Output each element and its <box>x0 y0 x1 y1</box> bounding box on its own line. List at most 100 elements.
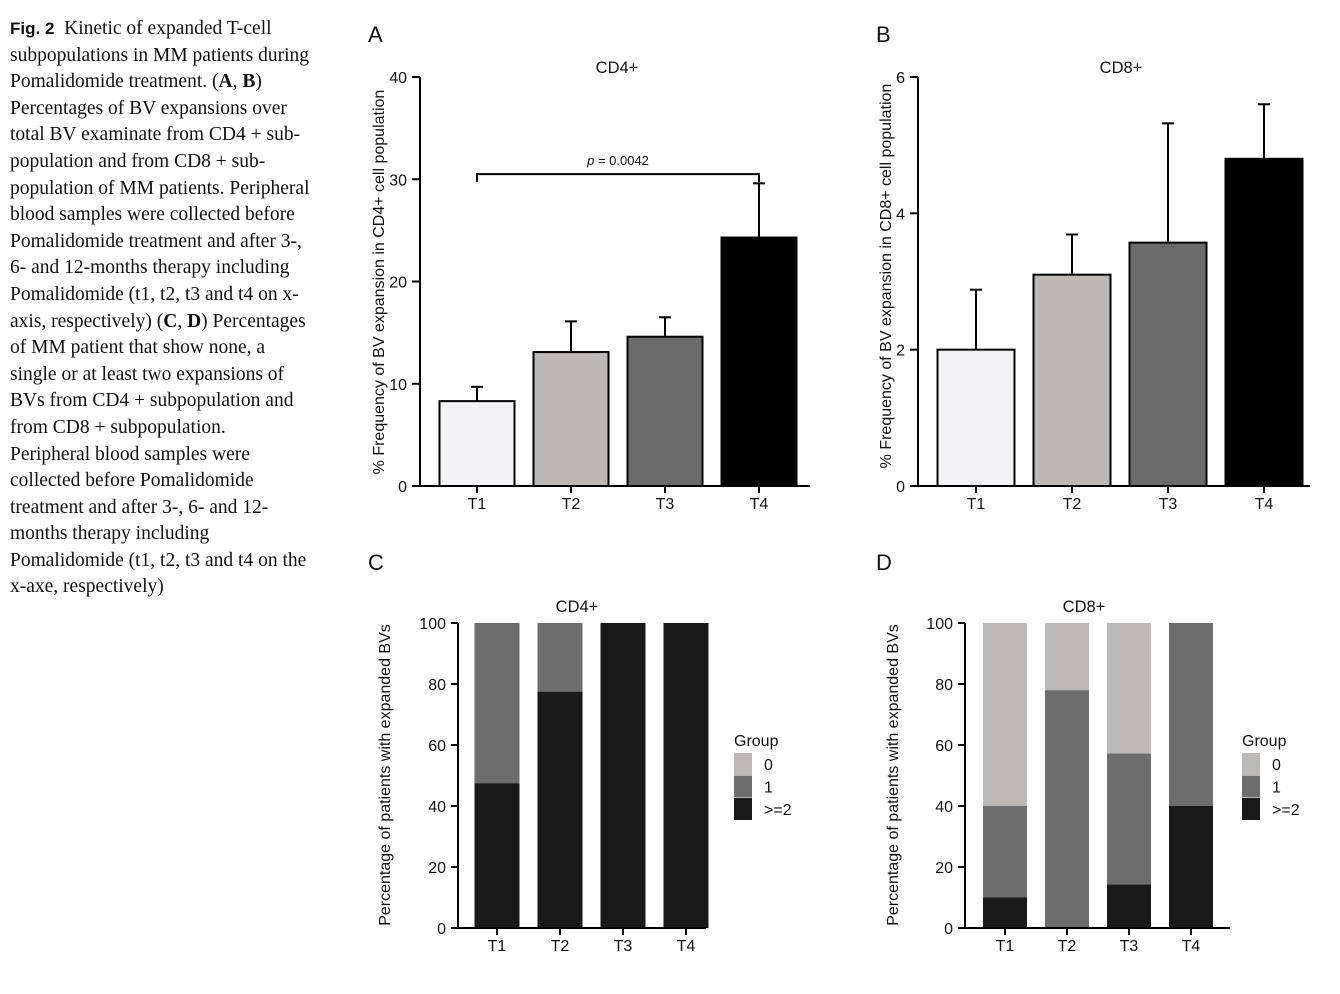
caption-segment: ) Percentages of BV expansions over tota… <box>10 71 310 332</box>
x-tick-label: T4 <box>750 496 769 513</box>
caption-text: Kinetic of expanded T-cell subpopulation… <box>10 18 310 597</box>
y-axis-label: % Frequency of BV expansion in CD4+ cell… <box>371 90 388 475</box>
chart-title: CD8+ <box>1063 598 1106 616</box>
y-tick-label: 6 <box>896 70 905 87</box>
figure-label: Fig. 2 <box>10 19 55 38</box>
y-tick-label: 10 <box>389 377 407 394</box>
panel-letter: C <box>368 550 384 575</box>
p-value: = 0.0042 <box>594 153 649 168</box>
y-tick-label: 20 <box>428 860 446 877</box>
x-tick-label: T3 <box>656 496 675 513</box>
bar-segment <box>1169 806 1213 928</box>
legend: Group 0 1 >=2 <box>734 733 792 820</box>
caption-panel-ref: A <box>218 71 233 93</box>
x-tick-label: T1 <box>967 496 986 513</box>
caption-segment: , <box>232 71 243 93</box>
caption-segment: , <box>177 310 188 332</box>
y-tick-label: 0 <box>437 921 446 938</box>
bar <box>1224 157 1304 488</box>
legend-label: 0 <box>764 757 773 774</box>
bar <box>438 400 516 488</box>
y-tick-label: 0 <box>944 921 953 938</box>
y-axis-label: Percentage of patients with expanded BVs <box>885 624 902 926</box>
x-tick-label: T1 <box>468 496 487 513</box>
x-tick-label: T4 <box>1182 938 1201 955</box>
x-tick-label: T4 <box>677 938 696 955</box>
bar-segment <box>1045 690 1089 928</box>
bar-segment <box>983 623 1027 806</box>
x-tick-label: T1 <box>996 938 1015 955</box>
legend-swatch <box>734 798 752 820</box>
caption-segment: Kinetic of expanded T-cell subpopulation… <box>10 18 309 93</box>
panel-letter: A <box>368 22 383 47</box>
legend-swatch <box>734 775 752 798</box>
bar <box>626 335 704 487</box>
bar-segment <box>1107 753 1151 885</box>
x-tick-label: T1 <box>488 938 507 955</box>
bar-segment <box>537 623 583 692</box>
x-tick-label: T2 <box>562 496 581 513</box>
bar <box>936 348 1016 487</box>
panel-letter: D <box>876 550 892 575</box>
legend-swatch <box>1242 753 1260 775</box>
legend-label: >=2 <box>764 802 792 819</box>
bar-segment <box>1107 884 1151 928</box>
y-tick-label: 60 <box>428 738 446 755</box>
bar-segment <box>983 806 1027 898</box>
x-tick-label: T3 <box>1159 496 1178 513</box>
bar-segment <box>1045 623 1089 691</box>
y-axis-label: Percentage of patients with expanded BVs <box>377 624 394 926</box>
panel-letter: B <box>876 22 891 47</box>
x-tick-label: T3 <box>1120 938 1139 955</box>
bar-segment <box>474 623 520 784</box>
y-tick-label: 80 <box>935 677 953 694</box>
bar <box>1032 273 1112 487</box>
x-tick-label: T3 <box>614 938 633 955</box>
bar <box>720 236 798 487</box>
x-tick-label: T2 <box>551 938 570 955</box>
legend: Group 0 1 >=2 <box>1242 733 1300 820</box>
y-tick-label: 40 <box>935 799 953 816</box>
bar <box>1128 241 1208 487</box>
y-tick-label: 30 <box>389 172 407 189</box>
y-tick-label: 2 <box>896 343 905 360</box>
chart-panel-c: C CD4+ Percentage of patients with expande… <box>368 550 792 955</box>
legend-label: 1 <box>764 780 773 797</box>
legend-swatch <box>734 753 752 775</box>
y-axis-label: % Frequency of BV expansion in CD8+ cell… <box>878 84 895 469</box>
x-tick-label: T2 <box>1063 496 1082 513</box>
caption-panel-ref: C <box>163 310 178 332</box>
bar-segment <box>1107 623 1151 754</box>
y-tick-label: 40 <box>389 70 407 87</box>
caption-panel-ref: D <box>187 310 202 332</box>
y-tick-label: 0 <box>398 479 407 496</box>
legend-swatch <box>1242 798 1260 820</box>
legend-label: >=2 <box>1272 802 1300 819</box>
p-symbol: p <box>586 153 594 168</box>
caption-segment: ) Percentages of MM patient that show no… <box>10 310 307 598</box>
significance-bracket <box>476 173 760 183</box>
caption-panel-ref: B <box>242 71 256 93</box>
y-tick-label: 4 <box>896 206 905 223</box>
chart-title: CD8+ <box>1100 59 1143 77</box>
legend-swatch <box>1242 775 1260 798</box>
chart-title: CD4+ <box>556 598 599 616</box>
chart-panel-b: B CD8+ % Frequency of BV expansion in CD8+… <box>876 22 1310 513</box>
bar-segment <box>1169 623 1213 806</box>
y-tick-label: 60 <box>935 738 953 755</box>
bar-segment <box>983 897 1027 928</box>
bar-segment <box>474 783 520 928</box>
chart-panel-d: D CD8+ Percentage of patients with expande… <box>876 550 1300 955</box>
legend-label: 1 <box>1272 780 1281 797</box>
y-tick-label: 100 <box>926 616 953 633</box>
bar-segment <box>537 691 583 928</box>
y-tick-label: 80 <box>428 677 446 694</box>
y-tick-label: 20 <box>389 275 407 292</box>
y-tick-label: 20 <box>935 860 953 877</box>
chart-title: CD4+ <box>596 59 639 77</box>
legend-title: Group <box>1242 733 1287 750</box>
x-tick-label: T2 <box>1058 938 1077 955</box>
y-tick-label: 0 <box>896 479 905 496</box>
bar <box>532 351 610 487</box>
